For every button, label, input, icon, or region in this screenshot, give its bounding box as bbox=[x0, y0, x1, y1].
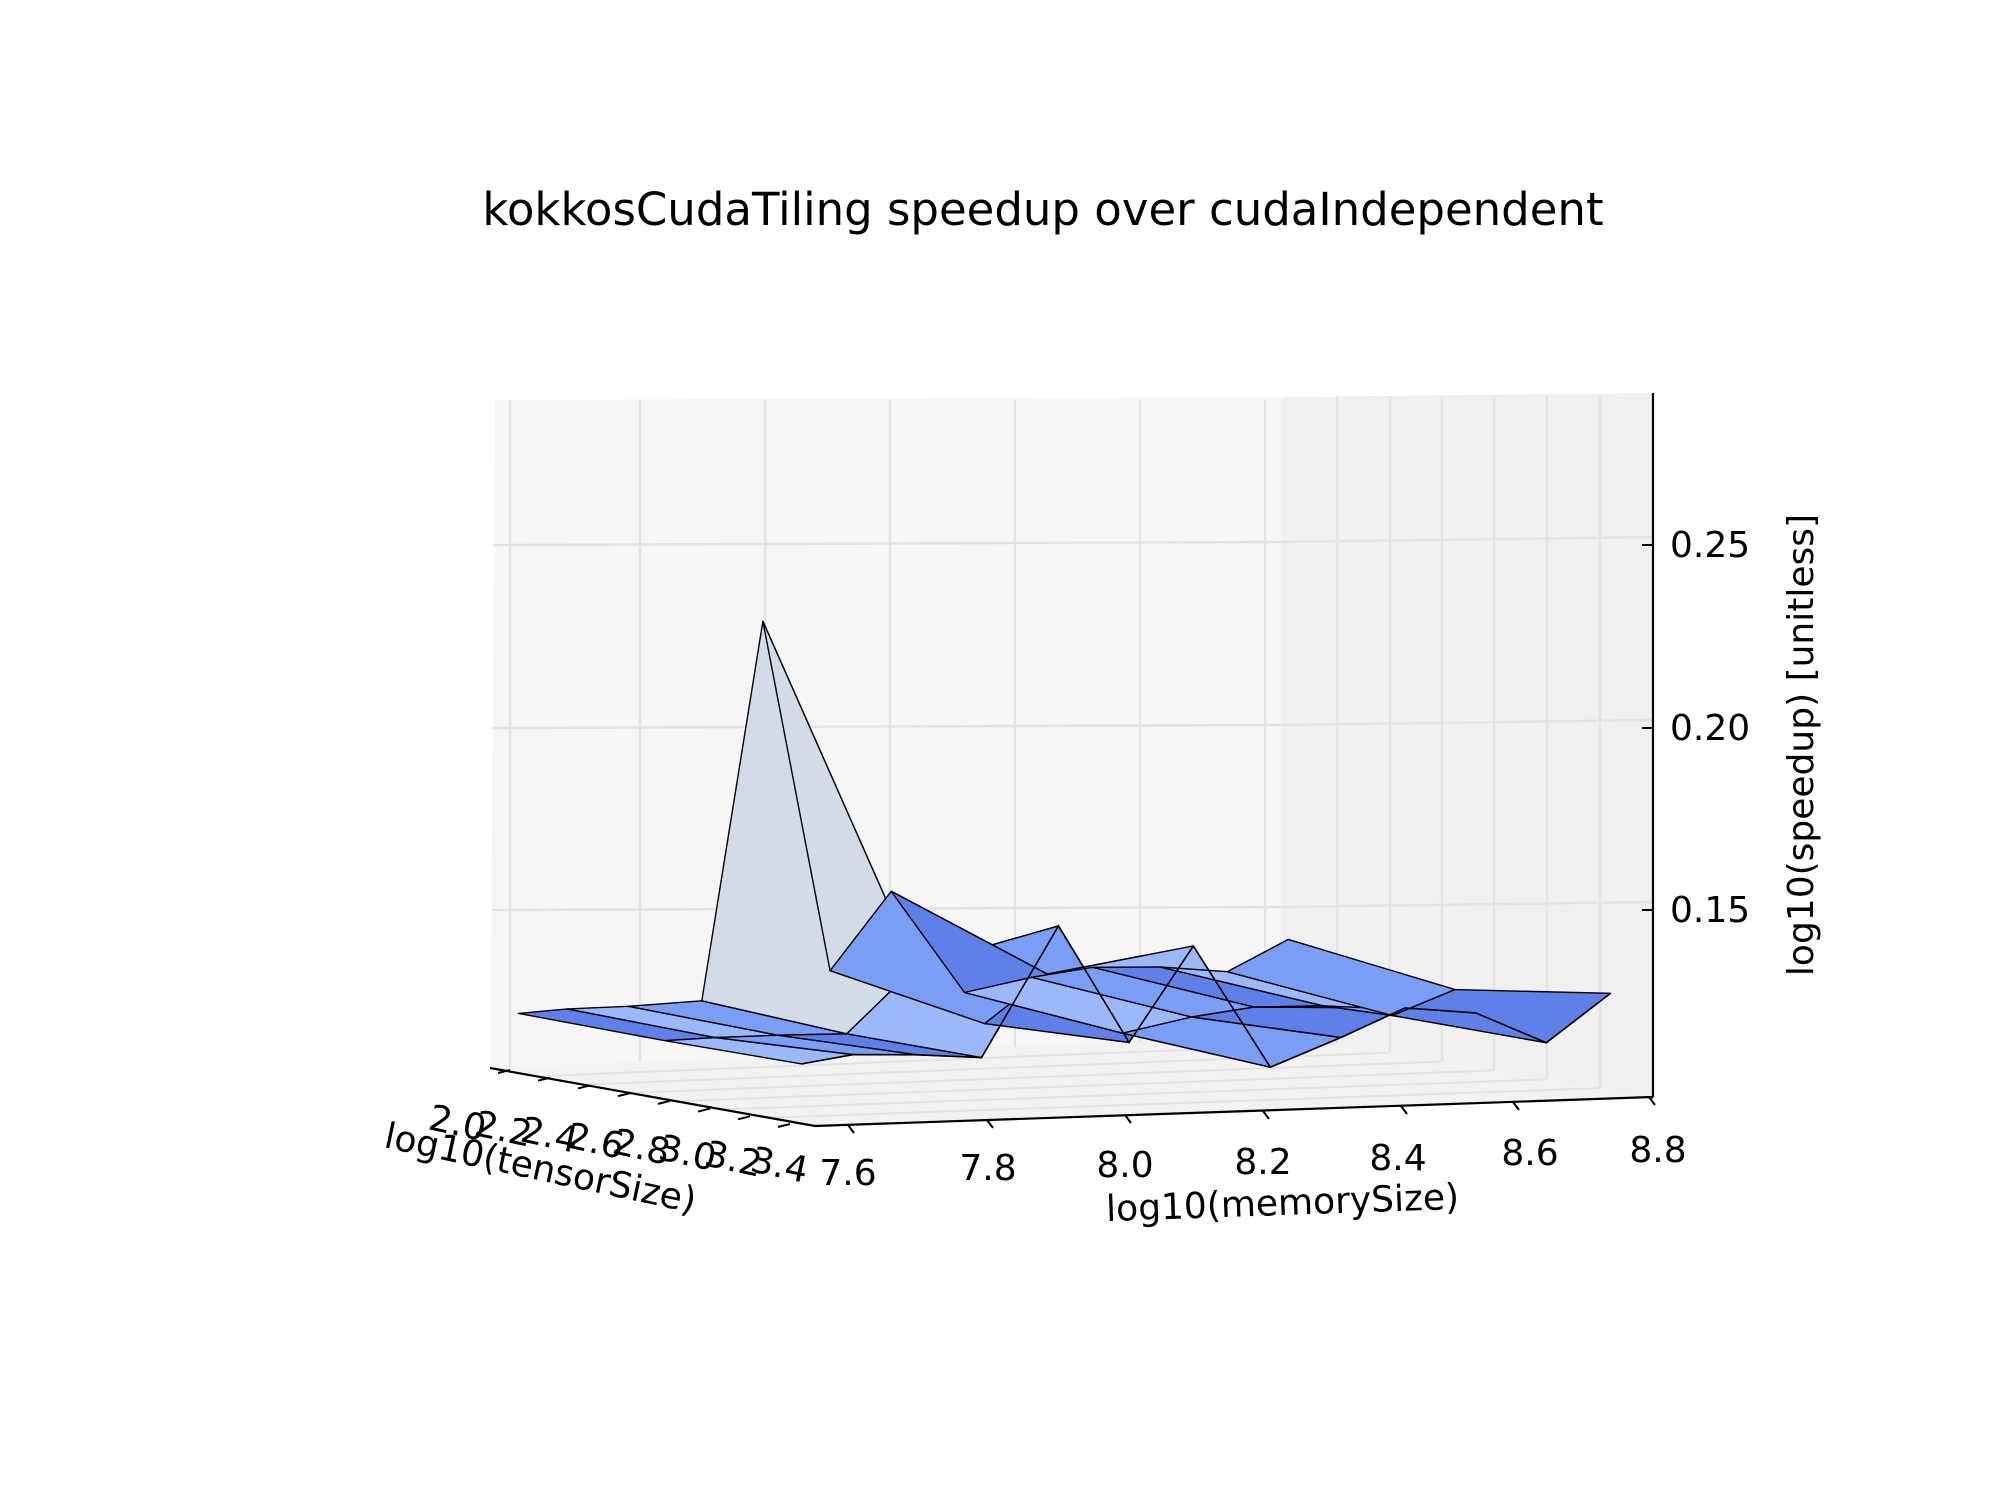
y-tick-mark bbox=[497, 1069, 511, 1074]
x-tick-mark bbox=[986, 1119, 994, 1129]
x-tick-mark bbox=[1262, 1110, 1270, 1120]
x-tick-mark bbox=[1512, 1101, 1520, 1111]
gridline-z bbox=[492, 723, 1283, 730]
y-axis-line bbox=[489, 1066, 816, 1128]
z-tick-label: 0.15 bbox=[1670, 890, 1750, 931]
chart-title: kokkosCudaTiling speedup over cudaIndepe… bbox=[482, 183, 1603, 236]
x-tick-label: 8.8 bbox=[1629, 1130, 1686, 1171]
x-tick-label: 7.6 bbox=[819, 1153, 876, 1194]
gridline-z bbox=[1281, 900, 1654, 909]
y-tick-mark bbox=[777, 1123, 791, 1128]
z-tick-label: 0.25 bbox=[1670, 525, 1750, 566]
x-tick-mark bbox=[847, 1124, 855, 1134]
gridline-floor bbox=[722, 1078, 1548, 1111]
y-tick-mark bbox=[577, 1084, 591, 1090]
gridline-z bbox=[1281, 718, 1654, 727]
gridline-floor bbox=[675, 1069, 1495, 1103]
x-tick-label: 7.8 bbox=[959, 1148, 1016, 1189]
x-tick-label: 8.6 bbox=[1501, 1133, 1558, 1174]
x-tick-mark bbox=[1124, 1114, 1132, 1124]
x-tick-label: 8.2 bbox=[1234, 1142, 1291, 1183]
x-tick-mark bbox=[1400, 1105, 1408, 1115]
z-axis-label: log10(speedup) [unitless] bbox=[1781, 514, 1822, 976]
z-tick-label: 0.20 bbox=[1670, 708, 1750, 749]
x-axis-label: log10(memorySize) bbox=[1105, 1177, 1459, 1230]
back-pane bbox=[490, 397, 1282, 1068]
x-tick-label: 8.4 bbox=[1369, 1138, 1426, 1179]
y-tick-mark bbox=[737, 1115, 751, 1121]
gridline-floor bbox=[629, 1060, 1442, 1094]
gridline-z bbox=[1281, 535, 1654, 544]
x-tick-mark bbox=[1648, 1096, 1656, 1106]
y-tick-mark bbox=[537, 1076, 551, 1082]
gridline-z bbox=[492, 540, 1283, 547]
right-pane bbox=[1282, 393, 1653, 1097]
x-tick-label: 8.0 bbox=[1096, 1145, 1153, 1186]
surface-front-edge bbox=[801, 924, 1611, 1069]
gridline-floor bbox=[768, 1087, 1601, 1119]
y-tick-mark bbox=[697, 1107, 711, 1113]
y-tick-mark bbox=[617, 1092, 631, 1098]
y-tick-mark bbox=[657, 1099, 671, 1105]
